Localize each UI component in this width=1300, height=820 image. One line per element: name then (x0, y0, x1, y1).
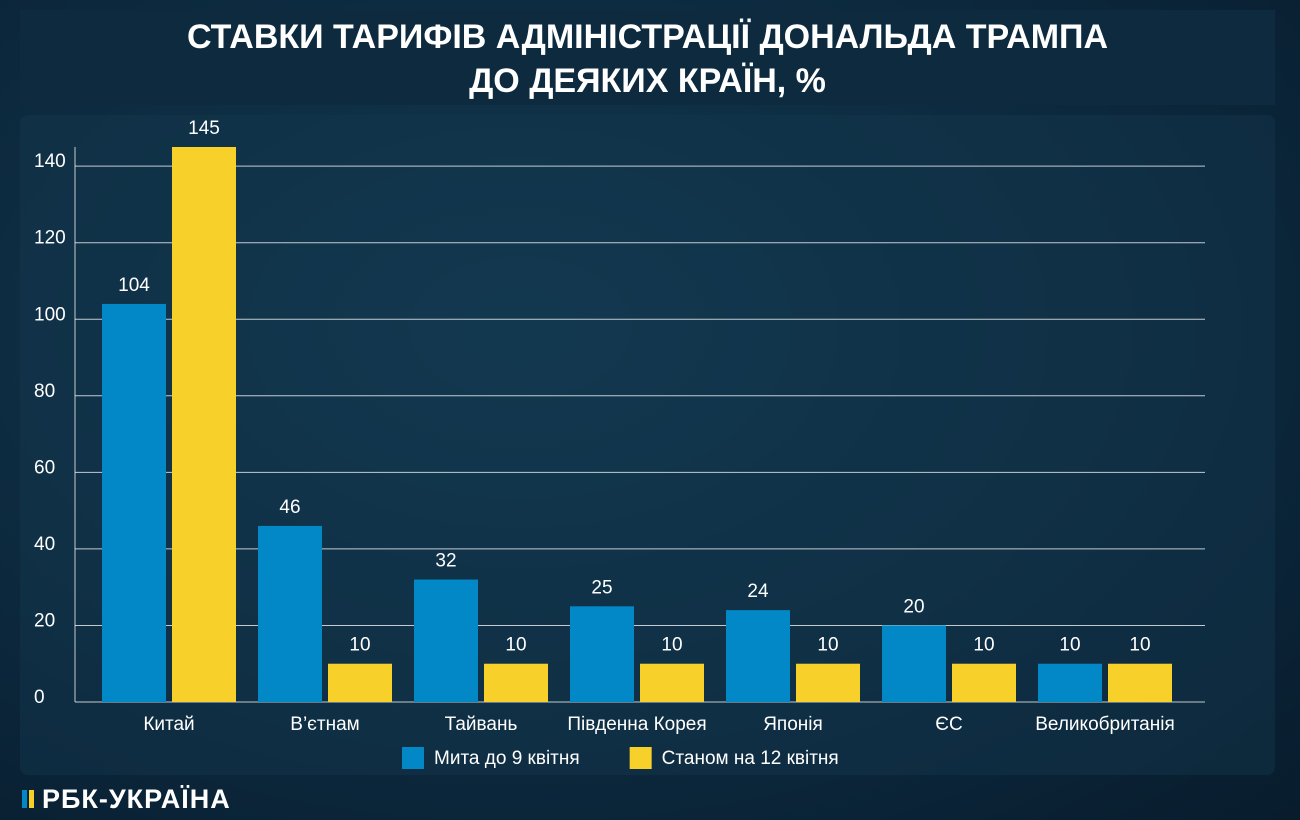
data-label: 10 (349, 635, 370, 656)
bar (1108, 663, 1172, 702)
bar (414, 579, 478, 702)
x-tick-label: Японія (763, 714, 823, 735)
data-label: 10 (973, 635, 994, 656)
legend-swatch (402, 747, 424, 769)
data-label: 10 (661, 635, 682, 656)
bar (640, 663, 704, 702)
x-tick-label: Китай (143, 714, 194, 735)
data-label: 25 (591, 577, 612, 598)
logo: РБК-УКРАЇНА (42, 784, 231, 814)
x-tick-label: Великобританія (1035, 714, 1175, 735)
data-label: 10 (817, 635, 838, 656)
bar (102, 303, 166, 702)
data-label: 10 (1059, 635, 1080, 656)
y-tick-label: 140 (34, 151, 66, 172)
bar (882, 625, 946, 702)
bar (726, 610, 790, 702)
logo-mark (29, 790, 34, 808)
y-tick-label: 20 (34, 610, 55, 631)
x-tick-label: Тайвань (445, 714, 518, 735)
bar (570, 606, 634, 702)
data-label: 32 (435, 551, 456, 572)
x-tick-label: В’єтнам (290, 714, 359, 735)
data-label: 46 (279, 497, 300, 518)
bar (172, 147, 236, 702)
y-tick-label: 60 (34, 457, 55, 478)
data-label: 104 (118, 275, 150, 296)
y-tick-label: 40 (34, 534, 55, 555)
bar (258, 525, 322, 702)
y-tick-label: 120 (34, 228, 66, 249)
y-tick-label: 80 (34, 381, 55, 402)
data-label: 10 (1129, 635, 1150, 656)
data-label: 24 (747, 581, 769, 602)
bar (328, 663, 392, 702)
legend-label: Станом на 12 квітня (662, 748, 839, 769)
y-tick-label: 100 (34, 304, 66, 325)
data-label: 10 (505, 635, 526, 656)
x-tick-label: Південна Корея (567, 714, 706, 735)
legend-label: Мита до 9 квітня (434, 748, 580, 769)
logo-mark (22, 790, 27, 808)
bar (952, 663, 1016, 702)
bar (796, 663, 860, 702)
bar (1038, 663, 1102, 702)
chart-title: СТАВКИ ТАРИФІВ АДМІНІСТРАЦІЇ ДОНАЛЬДА ТР… (20, 10, 1275, 105)
data-label: 145 (188, 118, 220, 139)
data-label: 20 (903, 596, 924, 617)
bar (484, 663, 548, 702)
y-tick-label: 0 (34, 687, 45, 708)
legend-swatch (629, 747, 652, 769)
x-tick-label: ЄС (935, 714, 962, 735)
